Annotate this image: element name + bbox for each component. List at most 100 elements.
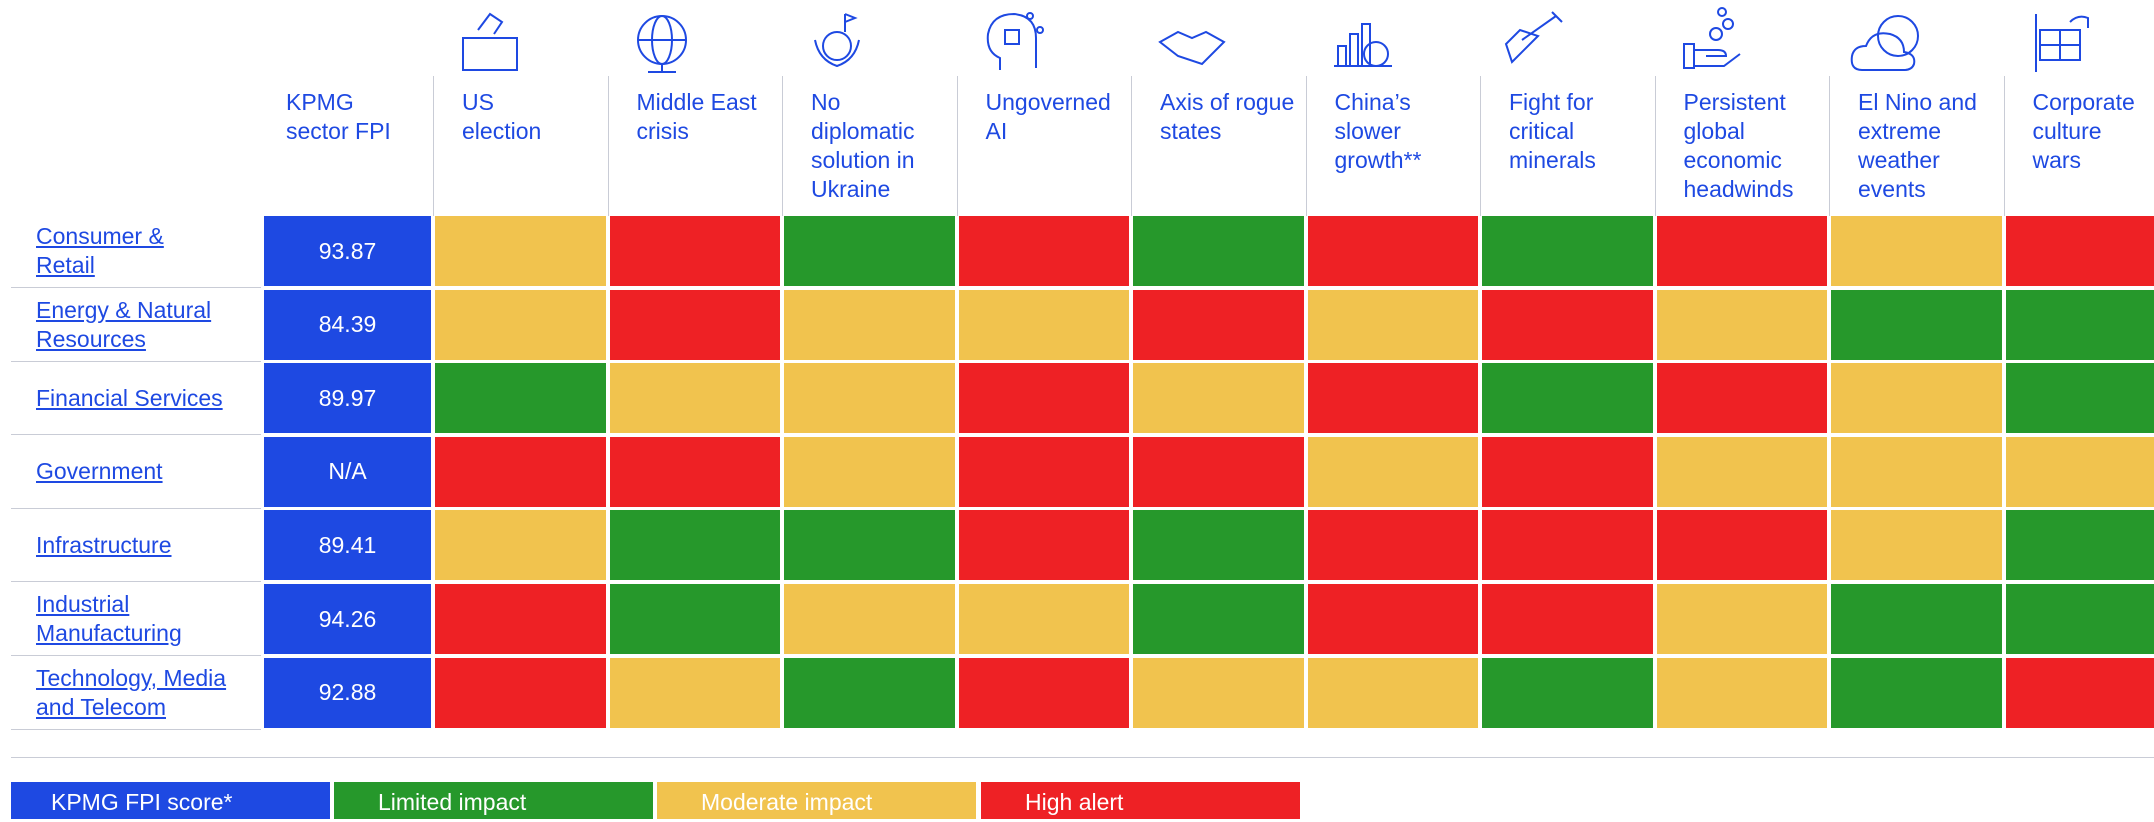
rating-cell bbox=[1657, 510, 1828, 580]
legend-item: High alert bbox=[981, 782, 1300, 819]
rating-cell bbox=[1308, 363, 1479, 433]
column-header: Fight for critical minerals bbox=[1509, 88, 1596, 175]
row-label[interactable]: Consumer & Retail bbox=[36, 216, 164, 286]
column-separator bbox=[782, 76, 783, 216]
rating-cell bbox=[1133, 363, 1304, 433]
column-header: Persistent global economic headwinds bbox=[1684, 88, 1794, 204]
rating-cell bbox=[784, 584, 955, 654]
rating-cell bbox=[1831, 658, 2002, 728]
legend-label: Moderate impact bbox=[701, 789, 872, 815]
column-separator bbox=[1306, 76, 1307, 216]
rating-cell bbox=[959, 437, 1130, 507]
rating-cell bbox=[435, 584, 606, 654]
weather-icon bbox=[1852, 16, 1918, 70]
rating-cell bbox=[784, 658, 955, 728]
rating-cell bbox=[1657, 437, 1828, 507]
row-separator bbox=[11, 287, 261, 288]
rating-cell bbox=[1133, 658, 1304, 728]
rating-cell bbox=[610, 290, 781, 360]
column-separator bbox=[433, 76, 434, 216]
rating-cell bbox=[959, 584, 1130, 654]
row-separator bbox=[11, 729, 261, 730]
rating-cell bbox=[435, 216, 606, 286]
fpi-cell: 94.26 bbox=[264, 584, 431, 654]
rating-cell bbox=[1482, 510, 1653, 580]
column-separator bbox=[1655, 76, 1656, 216]
row-label[interactable]: Financial Services bbox=[36, 363, 223, 433]
header-icons bbox=[0, 0, 2154, 80]
column-separator bbox=[957, 76, 958, 216]
rating-cell bbox=[1133, 510, 1304, 580]
rating-cell bbox=[784, 437, 955, 507]
legend-label: High alert bbox=[1025, 789, 1123, 815]
divider bbox=[11, 757, 2154, 758]
column-separator bbox=[2004, 76, 2005, 216]
legend-item: Limited impact bbox=[334, 782, 653, 819]
legend-label: Limited impact bbox=[378, 789, 526, 815]
rating-cell bbox=[2006, 510, 2154, 580]
coins-hand-icon bbox=[1684, 8, 1740, 68]
china-growth-icon bbox=[1334, 24, 1392, 66]
row-label[interactable]: Infrastructure bbox=[36, 510, 172, 580]
column-header: Middle East crisis bbox=[637, 88, 757, 146]
rating-cell bbox=[1482, 363, 1653, 433]
rating-cell bbox=[959, 363, 1130, 433]
rating-cell bbox=[435, 290, 606, 360]
row-separator bbox=[11, 361, 261, 362]
rating-cell bbox=[2006, 363, 2154, 433]
rating-cell bbox=[2006, 216, 2154, 286]
column-header: Ungoverned AI bbox=[986, 88, 1111, 146]
row-label[interactable]: Government bbox=[36, 437, 163, 507]
rating-cell bbox=[1308, 216, 1479, 286]
rating-cell bbox=[2006, 290, 2154, 360]
globe-icon bbox=[638, 16, 686, 72]
row-separator bbox=[11, 581, 261, 582]
rating-cell bbox=[1308, 437, 1479, 507]
rating-cell bbox=[2006, 584, 2154, 654]
rating-cell bbox=[959, 290, 1130, 360]
rating-cell bbox=[1308, 510, 1479, 580]
rating-cell bbox=[610, 363, 781, 433]
row-separator bbox=[11, 434, 261, 435]
rating-cell bbox=[784, 290, 955, 360]
column-separator bbox=[608, 76, 609, 216]
rating-cell bbox=[435, 437, 606, 507]
rating-cell bbox=[1308, 658, 1479, 728]
rating-cell bbox=[1657, 290, 1828, 360]
shovel-icon bbox=[1506, 12, 1562, 62]
fpi-cell: 84.39 bbox=[264, 290, 431, 360]
rating-cell bbox=[959, 510, 1130, 580]
rating-cell bbox=[610, 658, 781, 728]
row-label[interactable]: Energy & Natural Resources bbox=[36, 290, 211, 360]
rating-cell bbox=[1657, 216, 1828, 286]
rating-cell bbox=[2006, 437, 2154, 507]
rating-cell bbox=[1482, 584, 1653, 654]
legend-label: KPMG FPI score* bbox=[51, 789, 232, 815]
rating-cell bbox=[1831, 437, 2002, 507]
rating-cell bbox=[1308, 290, 1479, 360]
rating-cell bbox=[435, 363, 606, 433]
peace-icon bbox=[815, 14, 859, 66]
rating-cell bbox=[610, 437, 781, 507]
legend-item: KPMG FPI score* bbox=[11, 782, 330, 819]
rating-cell bbox=[1831, 510, 2002, 580]
column-header: China’s slower growth** bbox=[1335, 88, 1422, 175]
row-separator bbox=[11, 655, 261, 656]
rating-cell bbox=[1831, 584, 2002, 654]
row-label[interactable]: Industrial Manufacturing bbox=[36, 584, 182, 654]
rating-cell bbox=[1831, 216, 2002, 286]
fpi-cell: 93.87 bbox=[264, 216, 431, 286]
row-label[interactable]: Technology, Media and Telecom bbox=[36, 658, 226, 728]
rating-cell bbox=[435, 658, 606, 728]
rating-cell bbox=[435, 510, 606, 580]
ai-icon bbox=[988, 13, 1043, 70]
column-header: No diplomatic solution in Ukraine bbox=[811, 88, 915, 204]
rating-cell bbox=[1657, 584, 1828, 654]
fpi-cell: 92.88 bbox=[264, 658, 431, 728]
fpi-cell: N/A bbox=[264, 437, 431, 507]
rating-cell bbox=[610, 510, 781, 580]
rating-cell bbox=[1482, 437, 1653, 507]
column-header: Corporate culture wars bbox=[2033, 88, 2154, 175]
rating-cell bbox=[1308, 584, 1479, 654]
fpi-header: KPMG sector FPI bbox=[286, 88, 391, 146]
